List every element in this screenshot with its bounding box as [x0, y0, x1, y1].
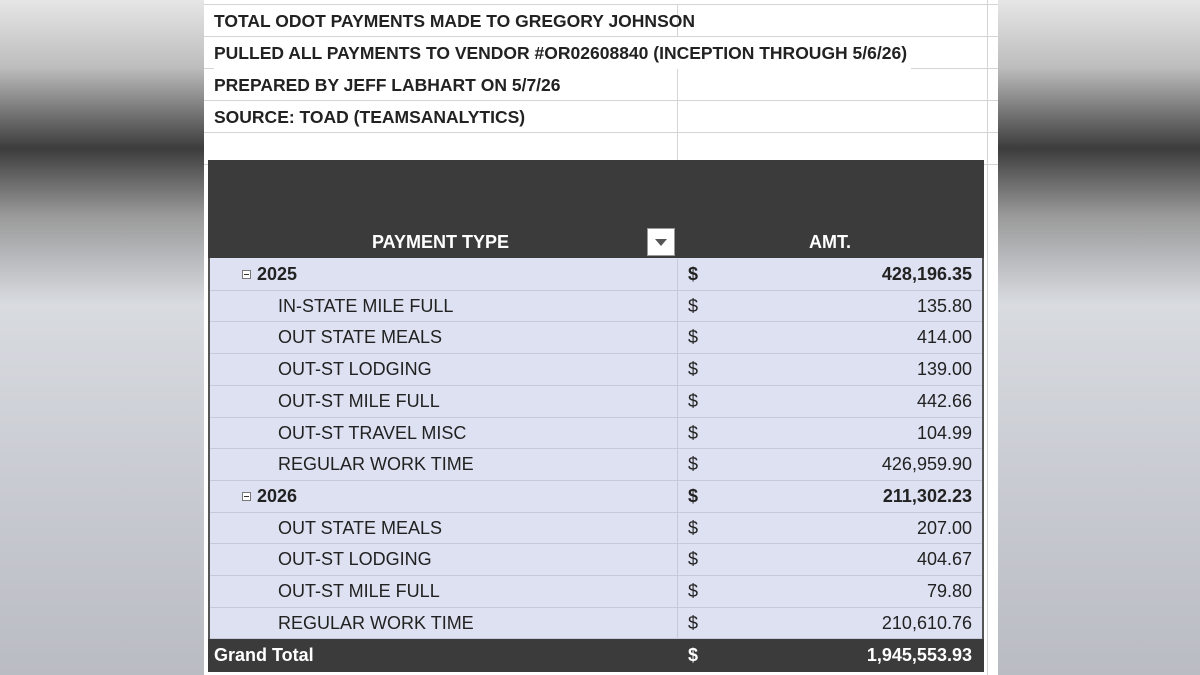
amount: 442.66 [916, 390, 972, 411]
currency: $ [688, 549, 699, 570]
currency: $ [688, 327, 699, 348]
row-label: OUT-ST MILE FULL [278, 581, 440, 601]
row-label: OUT-ST LODGING [278, 359, 432, 380]
column-divider [677, 385, 678, 418]
header-line: PREPARED BY JEFF LABHART ON 5/7/26 [214, 75, 561, 95]
amount: 207.00 [916, 517, 972, 538]
filter-button[interactable] [647, 228, 675, 256]
row-divider [210, 321, 982, 323]
currency: $ [688, 612, 699, 633]
amount: 210,610.76 [881, 612, 972, 633]
currency: $ [688, 454, 699, 475]
column-divider [677, 512, 678, 545]
column-divider [677, 607, 678, 640]
amount: 426,959.90 [881, 454, 972, 475]
row-label: REGULAR WORK TIME [278, 454, 474, 475]
column-divider [677, 544, 678, 576]
row-divider [210, 511, 982, 513]
column-divider [677, 449, 678, 481]
row-divider [210, 289, 982, 291]
row-divider [210, 638, 982, 640]
currency: $ [688, 422, 699, 443]
column-divider [677, 480, 678, 513]
currency: $ [688, 359, 699, 380]
header-line: SOURCE: TOAD (TEAMSANALYTICS) [214, 107, 526, 127]
row-divider [210, 353, 982, 355]
currency: $ [688, 264, 699, 284]
row-divider [210, 543, 982, 545]
currency: $ [688, 485, 699, 506]
amount: 404.67 [916, 549, 972, 570]
collapse-button[interactable] [242, 270, 251, 279]
collapse-button[interactable] [242, 491, 251, 501]
column-header: PAYMENT TYPE [371, 232, 510, 252]
column-divider [677, 354, 678, 386]
row-divider [210, 448, 982, 450]
row-label: OUT-ST MILE FULL [278, 390, 440, 411]
column-divider [677, 576, 678, 608]
amount: 79.80 [926, 581, 972, 601]
currency: $ [688, 517, 699, 538]
row-label: REGULAR WORK TIME [278, 612, 474, 633]
header-line: PULLED ALL PAYMENTS TO VENDOR #OR0260884… [214, 37, 912, 69]
table-header [208, 160, 984, 258]
collapse-minus [244, 274, 249, 275]
row-label: 2026 [257, 485, 298, 506]
grid-line [204, 132, 998, 133]
grid-line [204, 4, 998, 5]
column-header: AMT. [809, 232, 851, 252]
row-divider [210, 416, 982, 418]
row-label: 2025 [257, 264, 298, 284]
amount: 139.00 [916, 359, 972, 380]
spreadsheet: TOTAL ODOT PAYMENTS MADE TO GREGORY JOHN… [204, 0, 998, 675]
column-divider [677, 259, 678, 291]
row-label: OUT-ST TRAVEL MISC [278, 422, 467, 443]
currency: $ [688, 581, 699, 601]
row-divider [210, 575, 982, 576]
row-label: OUT STATE MEALS [278, 517, 443, 538]
row-divider [210, 384, 982, 386]
grid-line [987, 0, 988, 675]
grid-line [204, 100, 998, 101]
grand-total-label: Grand Total [214, 645, 314, 666]
column-divider [677, 417, 678, 450]
amount: 428,196.35 [881, 264, 972, 284]
row-divider [210, 479, 982, 481]
column-divider [677, 322, 678, 355]
column-divider [677, 290, 678, 323]
amount: 414.00 [916, 327, 972, 348]
currency: $ [688, 295, 699, 316]
amount: 211,302.23 [882, 485, 972, 506]
row-label: OUT-ST LODGING [278, 549, 432, 570]
currency: $ [688, 390, 699, 411]
amount: 1,945,553.93 [866, 645, 972, 666]
amount: 104.99 [916, 422, 972, 443]
row-divider [210, 606, 982, 608]
row-label: OUT STATE MEALS [278, 327, 443, 348]
collapse-minus [244, 495, 249, 497]
grand-total-row [208, 639, 984, 672]
grid-line [677, 4, 678, 164]
amount: 135.80 [916, 295, 972, 316]
filter-arrow [655, 239, 667, 246]
row-label: IN-STATE MILE FULL [278, 295, 454, 316]
currency: $ [688, 645, 699, 666]
header-line: TOTAL ODOT PAYMENTS MADE TO GREGORY JOHN… [214, 11, 695, 31]
grid-line [204, 36, 998, 37]
